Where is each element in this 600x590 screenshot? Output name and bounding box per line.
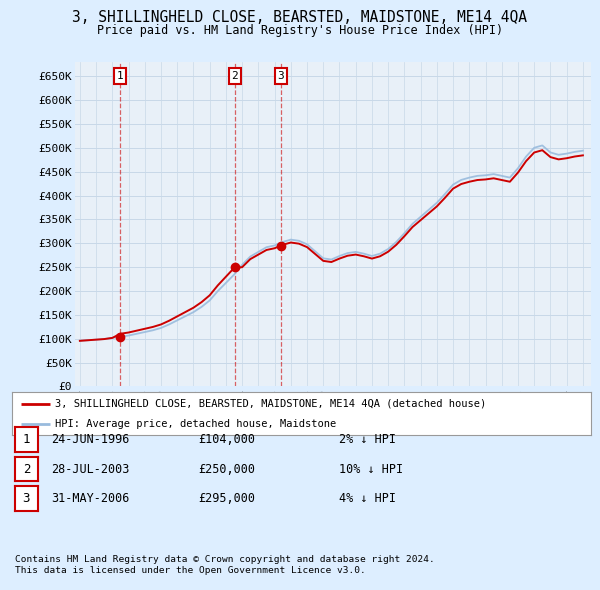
Text: 2: 2	[232, 71, 238, 81]
Text: 3, SHILLINGHELD CLOSE, BEARSTED, MAIDSTONE, ME14 4QA: 3, SHILLINGHELD CLOSE, BEARSTED, MAIDSTO…	[73, 10, 527, 25]
Text: 28-JUL-2003: 28-JUL-2003	[51, 463, 130, 476]
Text: 24-JUN-1996: 24-JUN-1996	[51, 433, 130, 446]
Text: Price paid vs. HM Land Registry's House Price Index (HPI): Price paid vs. HM Land Registry's House …	[97, 24, 503, 37]
Text: £104,000: £104,000	[198, 433, 255, 446]
Text: 3: 3	[277, 71, 284, 81]
Text: 31-MAY-2006: 31-MAY-2006	[51, 492, 130, 505]
Text: HPI: Average price, detached house, Maidstone: HPI: Average price, detached house, Maid…	[55, 419, 337, 428]
Text: This data is licensed under the Open Government Licence v3.0.: This data is licensed under the Open Gov…	[15, 566, 366, 575]
Text: 1: 1	[116, 71, 123, 81]
Text: Contains HM Land Registry data © Crown copyright and database right 2024.: Contains HM Land Registry data © Crown c…	[15, 555, 435, 563]
Text: £250,000: £250,000	[198, 463, 255, 476]
Text: 2% ↓ HPI: 2% ↓ HPI	[339, 433, 396, 446]
Text: 2: 2	[23, 463, 30, 476]
Text: £295,000: £295,000	[198, 492, 255, 505]
Text: 3, SHILLINGHELD CLOSE, BEARSTED, MAIDSTONE, ME14 4QA (detached house): 3, SHILLINGHELD CLOSE, BEARSTED, MAIDSTO…	[55, 399, 487, 408]
Text: 4% ↓ HPI: 4% ↓ HPI	[339, 492, 396, 505]
Text: 10% ↓ HPI: 10% ↓ HPI	[339, 463, 403, 476]
Text: 3: 3	[23, 492, 30, 505]
Text: 1: 1	[23, 433, 30, 446]
